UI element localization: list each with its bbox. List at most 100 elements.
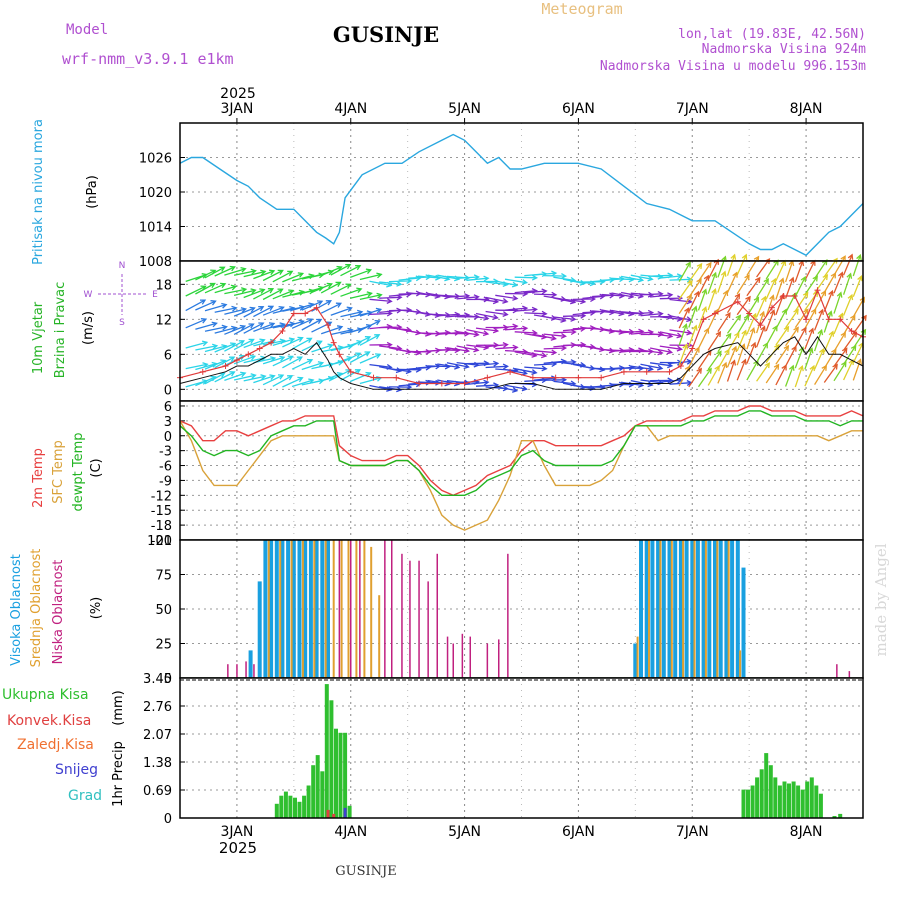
mid-cloud-bar (313, 540, 316, 678)
wind-arrow-head (550, 335, 557, 341)
precip-legend: Ukupna Kisa Konvek.Kisa Zaledj.Kisa Snij… (2, 687, 102, 804)
wind-arrow-head (277, 269, 284, 275)
wind-arrow (466, 314, 489, 320)
wind-arrow-head (856, 358, 862, 365)
wind-arrow-head (483, 344, 490, 351)
wind-arrow-head (267, 288, 275, 294)
wind-arrow (823, 311, 832, 333)
wind-arrow-head (200, 299, 207, 305)
wind-arrow-head (454, 363, 461, 370)
wind-arrow (775, 345, 789, 365)
high-cloud-bar (730, 540, 735, 678)
wind-arrow (852, 315, 867, 335)
wind-arrow (650, 274, 673, 277)
wind-arrow (475, 362, 498, 367)
wind-arrow (553, 331, 576, 334)
wind-arrow-head (836, 291, 843, 298)
wind-arrow-head (840, 255, 846, 262)
high-cloud-bar (326, 540, 330, 678)
wind-arrow-head (287, 270, 294, 276)
wind-arrow (243, 322, 264, 334)
wind-arrow (843, 331, 857, 351)
wind-arrow-head (288, 337, 296, 344)
wind-arrow-head (722, 289, 729, 297)
wind-arrow (756, 342, 768, 363)
wind-arrow-head (375, 307, 383, 314)
high-cloud-bar (735, 540, 740, 678)
wind-arrow (630, 331, 653, 335)
wind-arrow-head (355, 352, 362, 358)
wind-arrow-head (386, 341, 393, 348)
wind-arrow-head (473, 294, 480, 301)
wind-arrow (794, 260, 804, 283)
wind-arrow (359, 334, 380, 346)
wind-arrow-head (808, 327, 815, 334)
wind-arrow-head (240, 266, 247, 273)
rain-bar (777, 785, 782, 818)
sfc-ylabel: SFC Temp (51, 440, 66, 504)
rain-bar (768, 765, 773, 818)
compass-south: S (119, 318, 125, 328)
wind-arrow-head (687, 279, 693, 287)
wind-arrow-head (425, 348, 432, 355)
wind-ylabel-line2: Brzina i Pravac (53, 282, 68, 379)
wind-arrow-head (325, 300, 332, 306)
high-cloud-bar (303, 540, 308, 678)
wind-arrow (784, 365, 794, 387)
wind-arrow (804, 328, 814, 350)
wind-arrow-head (730, 253, 737, 260)
rain-bar (343, 732, 348, 818)
wind-arrow-head (240, 371, 247, 378)
high-cloud-bar (695, 540, 700, 678)
y-tick-label: -9 (159, 474, 172, 489)
wind-arrow-head (753, 359, 759, 367)
wind-arrow-head (703, 327, 710, 334)
wind-arrow-head (647, 381, 654, 388)
wind-arrow (726, 360, 736, 382)
high-cloud-bar (713, 540, 717, 678)
wind-arrow (524, 351, 547, 357)
wind-arrow-head (803, 308, 809, 315)
wind-arrow-head (856, 253, 862, 261)
wind-arrow-head (783, 344, 790, 352)
wind-arrow-head (686, 342, 693, 349)
high-cloud-bar (690, 540, 695, 678)
wind-arrow (707, 351, 722, 370)
wind-arrow-head (345, 283, 352, 289)
wind-arrow (504, 384, 527, 390)
wind-arrow-head (850, 314, 856, 321)
legend-convective: Konvek.Kisa (7, 713, 91, 729)
wind-arrow-head (701, 306, 708, 313)
wind-arrow (214, 307, 237, 313)
wind-arrow (814, 348, 824, 370)
legend-freezing: Zaledj.Kisa (17, 737, 94, 753)
wind-arrow-head (250, 268, 257, 275)
wind-arrow (437, 274, 460, 280)
wind-compass: N W E S (84, 261, 159, 328)
wind-arrow-head (721, 361, 728, 368)
wind-arrow-head (335, 281, 342, 287)
wind-arrow (282, 377, 303, 388)
compass-east: E (152, 290, 158, 300)
wind-arrow-head (317, 361, 325, 367)
wind-arrow (330, 283, 351, 295)
wind-arrow (640, 363, 663, 370)
wind-arrow (485, 296, 508, 303)
wind-arrow (359, 353, 381, 364)
wind-arrow (756, 278, 769, 299)
watermark: made by Angel (872, 543, 890, 656)
y-tick-label: 1.38 (143, 756, 172, 771)
wind-arrow (359, 320, 380, 332)
wind-arrow (456, 381, 479, 384)
convective-rain-bar (332, 813, 336, 818)
wind-arrow-head (386, 298, 393, 304)
wind-arrow (843, 345, 857, 365)
wind-arrow (746, 328, 755, 350)
wind-arrow (388, 280, 411, 283)
wind-arrow (833, 332, 846, 352)
mid-cloud-bar (370, 546, 373, 678)
y-tick-label: -21 (151, 534, 172, 549)
wind-arrow-head (847, 253, 854, 260)
wind-arrow-head (706, 367, 712, 374)
